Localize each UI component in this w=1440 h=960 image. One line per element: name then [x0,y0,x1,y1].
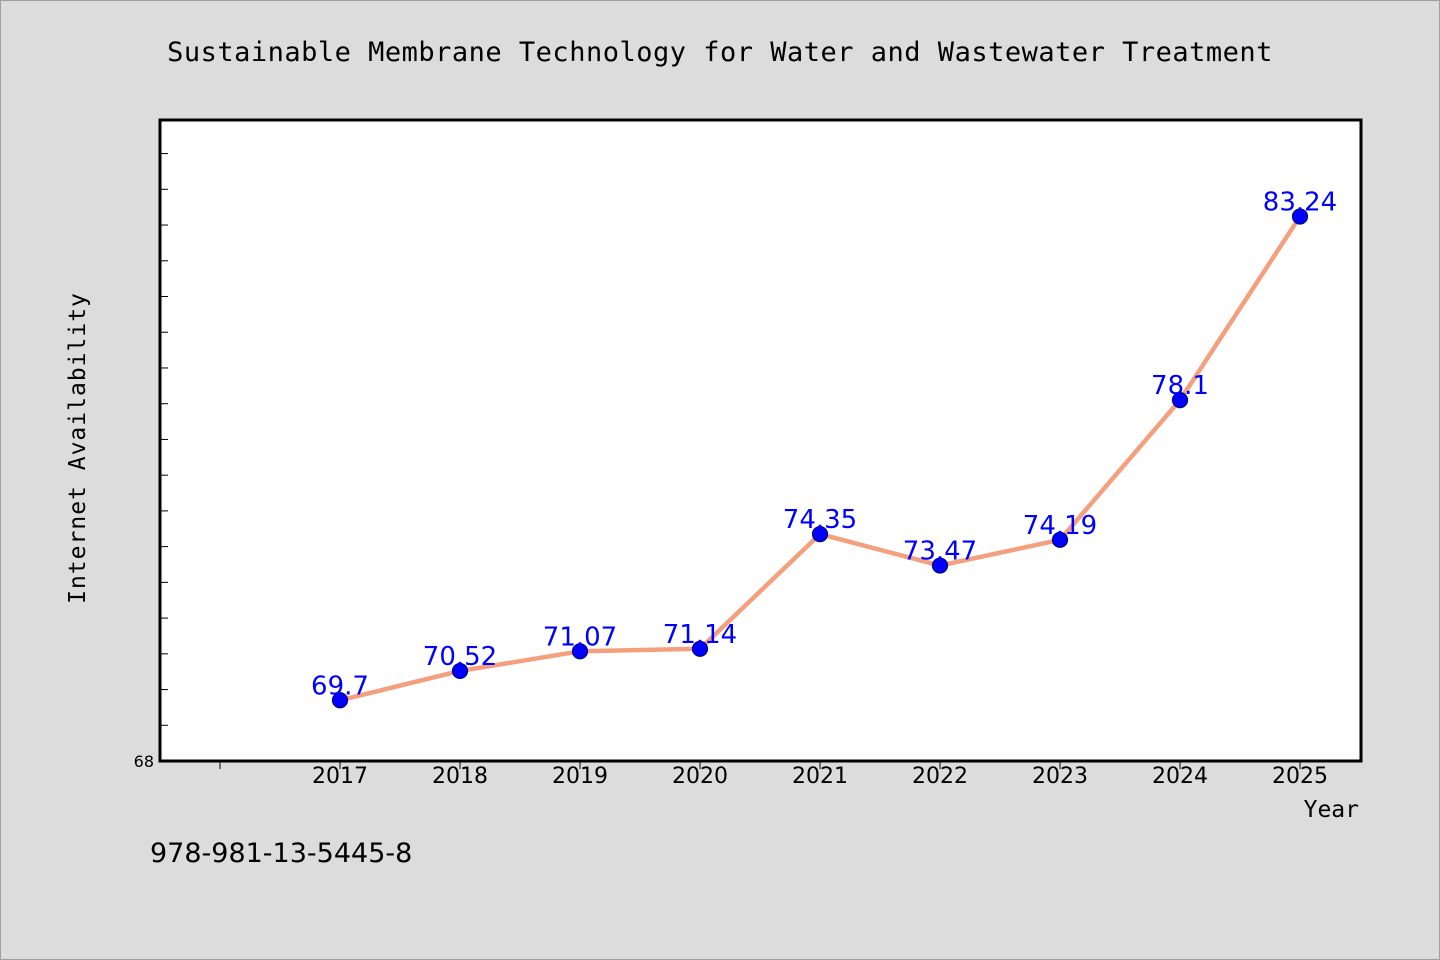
data-label: 69.7 [311,671,369,701]
data-label: 74.35 [783,505,857,535]
series-data-labels: 69.7 70.52 71.07 71.14 74.35 73.47 74.19 78.1 83… [311,187,1337,701]
x-tick-label: 2017 [312,764,368,789]
data-label: 70.52 [423,642,497,672]
x-tick-label: 2024 [1152,764,1208,789]
x-tick-label: 2022 [912,764,968,789]
data-label: 71.07 [543,622,617,652]
series-markers [331,208,1309,709]
x-tick-label: 2023 [1032,764,1088,789]
data-label: 73.47 [903,537,977,567]
data-point [571,643,589,660]
x-axis-tick-labels: 2017 2018 2019 2020 2021 2022 2023 2024 2025 [312,764,1328,789]
y-axis-tick-labels: 68 [134,752,154,771]
plot-area [158,118,1363,763]
data-label: 83.24 [1263,187,1337,217]
chart-title: Sustainable Membrane Technology for Wate… [167,37,1273,68]
isbn-text: 978-981-13-5445-8 [150,838,412,869]
x-tick-label: 2021 [792,764,848,789]
y-tick-label: 68 [134,752,154,771]
y-axis-ticks [160,153,168,726]
data-label: 74.19 [1023,511,1097,541]
x-tick-label: 2018 [432,764,488,789]
x-tick-label: 2025 [1272,764,1328,789]
x-axis-ticks [219,761,1301,769]
y-axis-label: Internet Availability [65,292,91,604]
data-point [1171,392,1189,409]
data-label: 71.14 [663,620,737,650]
data-point [691,640,709,657]
data-point [931,557,949,574]
data-label: 78.1 [1151,371,1209,401]
data-point [811,526,829,543]
x-tick-label: 2019 [552,764,608,789]
data-point [1291,208,1309,225]
data-point [451,662,469,680]
x-tick-label: 2020 [672,764,728,789]
x-axis-label: Year [1304,797,1359,823]
data-point [331,692,349,709]
data-point [1051,531,1069,548]
